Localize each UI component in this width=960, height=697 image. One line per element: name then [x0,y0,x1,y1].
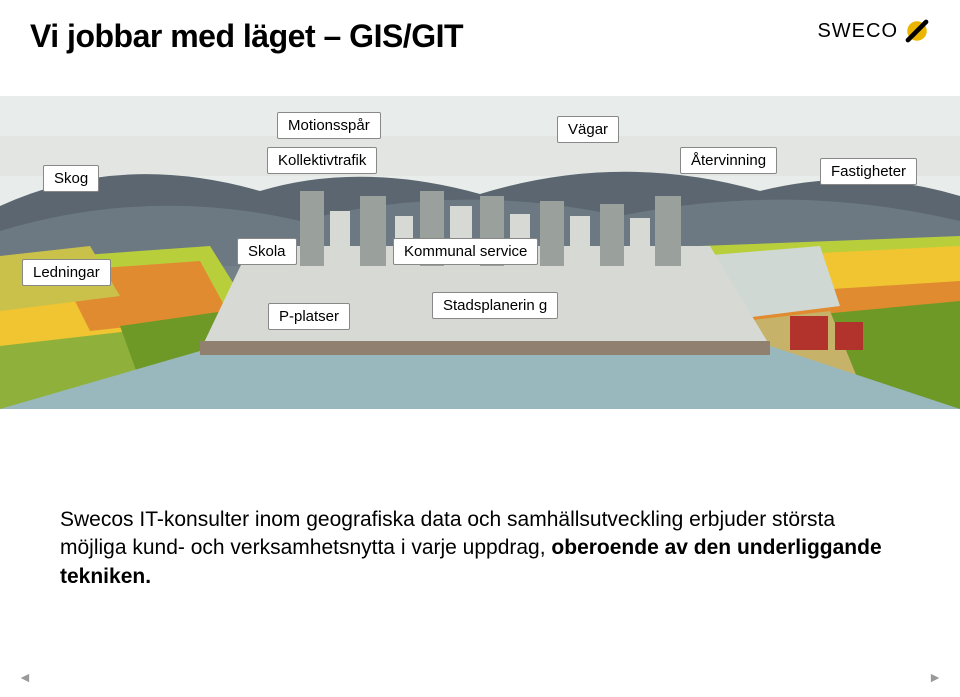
callout-skog: Skog [43,165,99,192]
callout-skola: Skola [237,238,297,265]
logo-text: SWECO [817,20,898,43]
callout-motionsspar: Motionsspår [277,112,381,139]
callout-label: Vägar [568,121,608,138]
callout-label: Återvinning [691,152,766,169]
callout-atervinning: Återvinning [680,147,777,174]
nav-prev[interactable]: ◄ [18,669,32,685]
nav-next[interactable]: ► [928,669,942,685]
callout-label: Skog [54,170,88,187]
callout-fastigheter: Fastigheter [820,158,917,185]
callout-label: Stadsplanerin g [443,297,547,314]
chevron-right-icon: ► [928,669,942,685]
body-paragraph: Swecos IT-konsulter inom geografiska dat… [60,506,900,591]
callout-vagar: Vägar [557,116,619,143]
callout-label: Kommunal service [404,243,527,260]
callout-stadsplanering: Stadsplanerin g [432,292,558,319]
callout-label: Kollektivtrafik [278,152,366,169]
callout-kommunal-service: Kommunal service [393,238,538,265]
header: Vi jobbar med läget – GIS/GIT SWECO [30,18,930,55]
callout-label: Motionsspår [288,117,370,134]
callout-label: Skola [248,243,286,260]
callout-label: Fastigheter [831,163,906,180]
chevron-left-icon: ◄ [18,669,32,685]
illustration-band: Motionsspår Vägar Kollektivtrafik Återvi… [0,96,960,409]
callout-p-platser: P-platser [268,303,350,330]
callout-kollektivtrafik: Kollektivtrafik [267,147,377,174]
page-title: Vi jobbar med läget – GIS/GIT [30,18,463,55]
callout-label: P-platser [279,308,339,325]
callout-label: Ledningar [33,264,100,281]
sweco-logo-icon [904,18,930,44]
callout-ledningar: Ledningar [22,259,111,286]
logo: SWECO [817,18,930,44]
